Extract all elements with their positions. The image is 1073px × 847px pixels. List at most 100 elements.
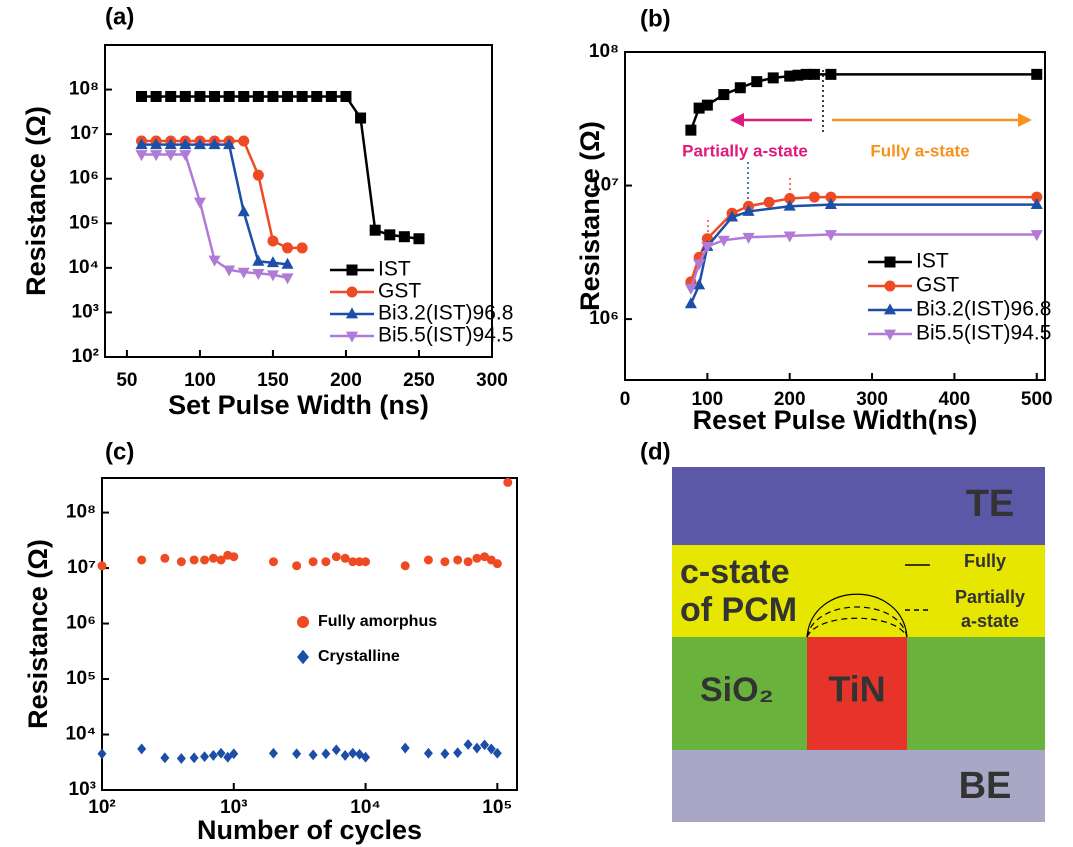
marker (361, 557, 371, 567)
marker (252, 254, 265, 266)
marker (1030, 198, 1043, 210)
marker (200, 555, 210, 565)
marker (193, 138, 206, 150)
marker (282, 90, 294, 102)
legend-label: GST (378, 280, 421, 303)
marker (238, 90, 250, 102)
marker (194, 90, 206, 102)
marker (176, 557, 186, 567)
marker (237, 205, 250, 217)
marker (208, 255, 221, 267)
annotation: Partially a-state (682, 141, 808, 160)
marker (267, 235, 279, 247)
marker (361, 751, 371, 763)
marker (238, 135, 250, 147)
marker (346, 286, 358, 298)
layer-label: TiN (828, 669, 885, 710)
marker (193, 197, 206, 209)
marker (463, 739, 473, 750)
marker (208, 553, 218, 563)
marker (701, 99, 713, 111)
marker (400, 561, 410, 571)
y-axis-label: Resistance (Ω) (23, 539, 53, 729)
y-tick-label: 10⁷ (590, 175, 619, 196)
marker (252, 269, 265, 281)
panel-label: (c) (105, 438, 134, 465)
marker (440, 557, 450, 567)
marker (726, 210, 739, 222)
x-tick-label: 300 (856, 389, 888, 410)
axes-frame (624, 51, 1046, 381)
y-axis-label: Resistance (Ω) (575, 121, 605, 311)
marker (825, 68, 837, 80)
x-tick-label: 100 (692, 389, 724, 410)
marker (883, 329, 897, 341)
y-tick-label: 10³ (72, 301, 99, 322)
marker (150, 150, 163, 162)
pcm-layer (672, 545, 1045, 637)
marker (340, 90, 352, 102)
marker (150, 90, 162, 102)
x-tick-label: 200 (330, 370, 362, 391)
y-tick-label: 10³ (69, 779, 96, 800)
x-tick-label: 500 (1021, 389, 1053, 410)
x-tick-label: 250 (403, 370, 435, 391)
x-axis-label: Reset Pulse Width(ns) (693, 405, 978, 435)
marker (325, 90, 337, 102)
y-tick-label: 10⁵ (66, 668, 96, 689)
marker (1031, 68, 1043, 80)
marker (160, 752, 170, 764)
marker (223, 265, 236, 277)
series-line (689, 233, 1037, 289)
marker (209, 90, 221, 102)
x-tick-label: 0 (620, 389, 631, 410)
x-axis-label: Set Pulse Width (ns) (168, 390, 429, 420)
marker (266, 256, 279, 268)
legend-label: Bi3.2(IST)96.8 (916, 298, 1051, 321)
legend-label: IST (916, 250, 949, 273)
marker (883, 303, 897, 315)
marker (808, 191, 820, 203)
marker (685, 124, 697, 136)
x-tick-label: 10⁵ (482, 797, 512, 818)
marker (346, 264, 358, 276)
layer-label: TE (966, 483, 1015, 525)
marker (684, 283, 697, 295)
marker (229, 552, 239, 562)
marker (369, 224, 381, 236)
x-tick-label: 300 (476, 370, 508, 391)
legend-label: GST (916, 274, 959, 297)
marker (423, 747, 433, 759)
marker (345, 331, 359, 343)
marker (480, 739, 490, 751)
marker (321, 748, 331, 760)
x-tick-label: 200 (774, 389, 806, 410)
legend-label: IST (378, 258, 411, 281)
marker (783, 231, 796, 243)
marker (208, 750, 218, 761)
arrow-head (1018, 113, 1032, 127)
legend-text: Partially (955, 587, 1025, 607)
marker (345, 307, 359, 319)
y-tick-label: 10⁸ (69, 79, 99, 100)
marker (413, 233, 425, 245)
x-tick-label: 100 (184, 370, 216, 391)
x-tick-label: 10² (88, 797, 115, 818)
series-line (689, 195, 1037, 283)
marker (718, 89, 730, 101)
marker (825, 191, 837, 203)
y-tick-label: 10² (72, 346, 99, 367)
top-electrode (672, 467, 1045, 545)
marker (486, 743, 496, 755)
legend-label: Bi3.2(IST)96.8 (378, 302, 513, 325)
marker (792, 69, 804, 81)
marker (784, 192, 796, 204)
marker (223, 138, 236, 150)
heater (807, 637, 907, 750)
y-tick-label: 10⁶ (66, 613, 96, 634)
marker (693, 259, 706, 271)
marker (229, 748, 239, 760)
marker (292, 748, 302, 760)
marker (189, 752, 199, 764)
